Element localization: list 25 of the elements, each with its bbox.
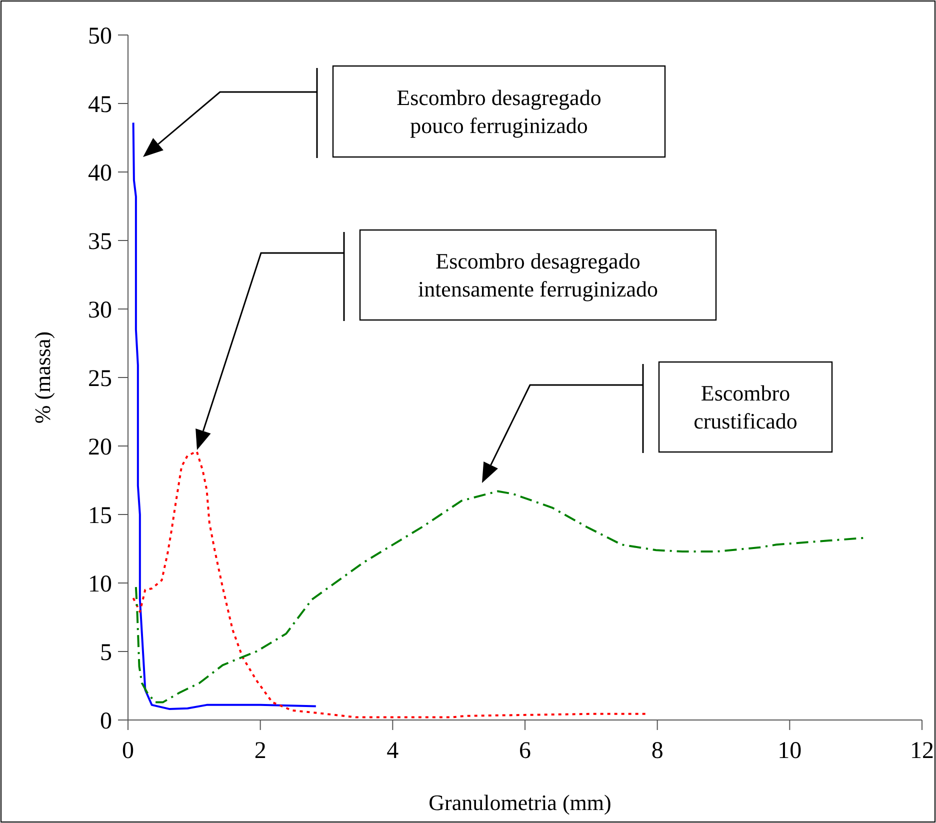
y-tick-label: 50 (88, 23, 112, 50)
x-tick-label: 10 (778, 738, 802, 764)
annotation: Escombro desagregado pouco ferruginizado (396, 85, 602, 138)
y-axis-title: % (massa) (30, 331, 55, 424)
y-tick-label: 40 (88, 160, 112, 186)
x-tick-label: 8 (651, 738, 664, 764)
y-tick-label: 15 (88, 502, 112, 529)
x-tick-label: 6 (519, 738, 531, 764)
y-tick-label: 5 (100, 640, 112, 666)
x-tick-label: 0 (122, 738, 134, 764)
y-tick-label: 10 (88, 571, 112, 598)
line-series (132, 122, 317, 710)
y-tick-label: 45 (88, 92, 112, 118)
y-tick-label: 20 (88, 434, 112, 460)
x-tick-label: 4 (386, 738, 399, 764)
annotation: Escombro desagregado intensamente ferruginizado (418, 248, 658, 302)
line-series (132, 450, 648, 718)
y-tick-label: 30 (88, 297, 112, 324)
y-tick-label: 0 (100, 708, 112, 734)
x-tick-label: 2 (254, 738, 266, 764)
y-tick-label: 25 (88, 366, 112, 392)
y-tick-label: 35 (88, 228, 112, 255)
annotation: Escombro crustificado (694, 380, 798, 434)
x-axis-title: Granulometria (mm) (428, 790, 612, 815)
x-tick-label: 12 (910, 738, 934, 764)
